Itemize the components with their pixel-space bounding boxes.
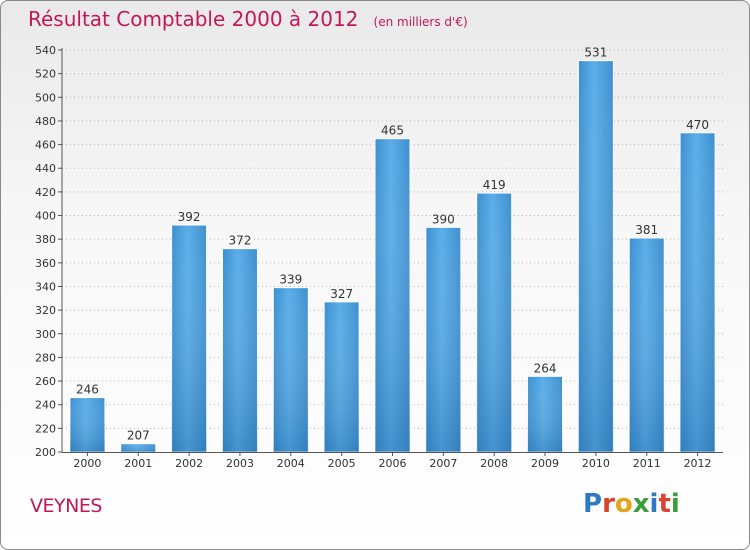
x-tick-label-2005: 2005 xyxy=(328,457,356,470)
y-tick-label: 340 xyxy=(35,280,56,293)
x-tick-label-2011: 2011 xyxy=(633,457,661,470)
value-label-2004: 339 xyxy=(279,273,302,287)
x-tick-label-2003: 2003 xyxy=(226,457,254,470)
logo-letter: i xyxy=(649,489,659,519)
value-label-2006: 465 xyxy=(381,124,404,138)
chart-title: Résultat Comptable 2000 à 2012 xyxy=(28,7,359,31)
y-tick-label: 300 xyxy=(35,328,56,341)
proxiti-logo[interactable]: Proxiti xyxy=(583,489,680,519)
x-tick-label-2002: 2002 xyxy=(175,457,203,470)
value-label-2000: 246 xyxy=(76,383,99,397)
bars-group: 246 207 392 372 339 327 465 390 419 264 531 381 470 xyxy=(69,46,716,453)
y-tick-label: 220 xyxy=(35,422,56,435)
x-tick-label-2000: 2000 xyxy=(73,457,101,470)
value-label-2001: 207 xyxy=(127,429,150,443)
y-tick-label: 240 xyxy=(35,399,56,412)
y-tick-label: 320 xyxy=(35,304,56,317)
chart-unit: (en milliers d'€) xyxy=(373,15,468,29)
logo-letter: r xyxy=(602,489,615,519)
x-tick-label-2009: 2009 xyxy=(531,457,559,470)
x-tick-label-2010: 2010 xyxy=(582,457,610,470)
value-label-2011: 381 xyxy=(635,223,658,237)
y-tick-label: 440 xyxy=(35,162,56,175)
y-tick-label: 420 xyxy=(35,186,56,199)
bar-shade-2005 xyxy=(324,301,360,452)
x-tick-label-2006: 2006 xyxy=(379,457,407,470)
bar-shade-2003 xyxy=(222,248,258,452)
value-label-2012: 470 xyxy=(686,118,709,132)
y-tick-label: 480 xyxy=(35,115,56,128)
y-tick-label: 540 xyxy=(35,44,56,57)
city-label: VEYNES xyxy=(30,495,102,517)
x-tick-label-2001: 2001 xyxy=(124,457,152,470)
logo-letter: t xyxy=(658,489,671,519)
logo-letter: P xyxy=(583,489,603,519)
chart-title-block: Résultat Comptable 2000 à 2012 (en milli… xyxy=(28,7,468,31)
y-tick-label: 360 xyxy=(35,257,56,270)
y-tick-label: 280 xyxy=(35,351,56,364)
x-tick-label-2007: 2007 xyxy=(429,457,457,470)
y-tick-label: 500 xyxy=(35,91,56,104)
value-label-2002: 392 xyxy=(178,210,201,224)
value-label-2010: 531 xyxy=(584,46,607,60)
logo-letter: i xyxy=(670,489,680,519)
y-tick-label: 400 xyxy=(35,210,56,223)
y-tick-label: 460 xyxy=(35,139,56,152)
x-tick-label-2008: 2008 xyxy=(480,457,508,470)
bar-shade-2012 xyxy=(680,132,716,452)
logo-letter: o xyxy=(614,489,633,519)
bar-shade-2002 xyxy=(171,224,207,452)
y-tick-label: 380 xyxy=(35,233,56,246)
value-label-2007: 390 xyxy=(432,212,455,226)
value-label-2003: 372 xyxy=(229,234,252,248)
bar-shade-2010 xyxy=(578,60,614,453)
bar-shade-2009 xyxy=(527,376,563,452)
bar-shade-2011 xyxy=(629,237,665,452)
bar-shade-2006 xyxy=(375,138,410,453)
x-tick-label-2012: 2012 xyxy=(684,457,712,470)
y-tick-label: 260 xyxy=(35,375,56,388)
value-label-2005: 327 xyxy=(330,287,353,301)
value-label-2008: 419 xyxy=(483,178,506,192)
bar-shade-2001 xyxy=(120,443,156,452)
axes-group: 200 220 240 260 280 300 320 340 360 380 400 420 440 4… xyxy=(35,44,723,470)
y-tick-label: 520 xyxy=(35,68,56,81)
x-tick-label-2004: 2004 xyxy=(277,457,305,470)
logo-letter: x xyxy=(632,489,650,519)
bar-shade-2004 xyxy=(273,287,309,452)
bar-shade-2008 xyxy=(476,193,512,453)
y-tick-label: 200 xyxy=(35,446,56,459)
value-label-2009: 264 xyxy=(534,361,557,375)
bar-shade-2000 xyxy=(69,397,105,452)
bar-shade-2007 xyxy=(425,227,461,452)
